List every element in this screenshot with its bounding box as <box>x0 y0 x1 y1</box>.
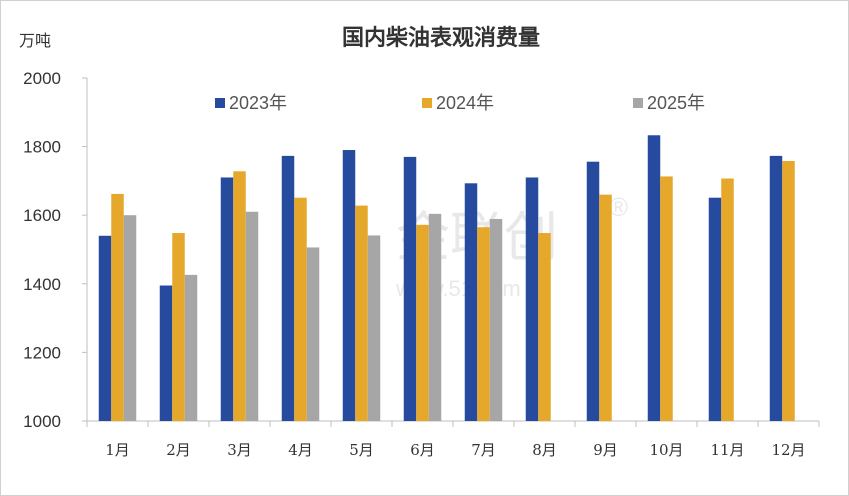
bar <box>306 247 320 421</box>
x-tick-label: 12月 <box>771 441 805 459</box>
x-tick-label: 10月 <box>649 441 683 459</box>
watermark-registered: ® <box>609 192 628 222</box>
bar <box>294 197 307 421</box>
bar <box>281 155 295 421</box>
y-tick-label: 1400 <box>23 275 61 294</box>
bar <box>538 233 551 421</box>
bar <box>647 135 661 421</box>
bar <box>184 274 198 421</box>
bar <box>403 156 417 421</box>
bar <box>355 205 368 421</box>
y-axis-unit: 万吨 <box>19 31 51 50</box>
x-tick-label: 3月 <box>227 441 252 459</box>
x-tick-label: 8月 <box>532 441 557 459</box>
bar <box>721 178 734 421</box>
legend-swatch <box>215 98 225 108</box>
bar <box>98 235 112 421</box>
x-tick-label: 6月 <box>410 441 435 459</box>
legend-label: 2023年 <box>229 93 287 113</box>
bar <box>586 161 600 421</box>
bar <box>782 161 795 422</box>
legend-label: 2024年 <box>436 93 494 113</box>
legend-label: 2025年 <box>647 93 705 113</box>
bar <box>367 235 381 421</box>
bar <box>111 193 124 421</box>
x-axis: 1月 2月 3月 4月 5月 6月 7月 8月 9月 10月 11月 12月 <box>86 420 820 459</box>
bar <box>220 177 234 421</box>
legend-swatch <box>422 98 432 108</box>
legend-swatch <box>633 98 643 108</box>
bar <box>159 285 173 421</box>
bar <box>416 224 429 421</box>
y-tick-label: 1000 <box>23 412 61 431</box>
bar <box>489 218 503 421</box>
y-tick-label: 1800 <box>23 138 61 157</box>
bars <box>98 135 795 422</box>
x-tick-label: 1月 <box>105 441 130 459</box>
bar <box>660 176 673 421</box>
bar <box>525 177 539 421</box>
bar <box>708 197 722 421</box>
x-tick-label: 11月 <box>710 441 744 459</box>
bar <box>599 194 612 421</box>
bar <box>342 150 356 421</box>
x-tick-label: 5月 <box>349 441 374 459</box>
x-tick-label: 9月 <box>593 441 618 459</box>
bar <box>464 183 478 421</box>
y-tick-label: 1600 <box>23 206 61 225</box>
y-tick-label: 2000 <box>23 69 61 88</box>
y-axis: 1000 1200 1400 1600 1800 2000 <box>23 69 88 431</box>
bar <box>428 213 442 421</box>
bar <box>245 211 259 421</box>
bar <box>172 233 185 421</box>
x-tick-label: 7月 <box>471 441 496 459</box>
chart-title: 国内柴油表观消费量 <box>342 25 540 51</box>
x-tick-label: 2月 <box>166 441 191 459</box>
y-tick-label: 1200 <box>23 343 61 362</box>
bar <box>233 171 246 421</box>
bar <box>123 215 137 421</box>
legend: 2023年 2024年 2025年 <box>215 93 705 113</box>
x-tick-label: 4月 <box>288 441 313 459</box>
bar <box>477 227 490 421</box>
bar <box>769 155 783 421</box>
